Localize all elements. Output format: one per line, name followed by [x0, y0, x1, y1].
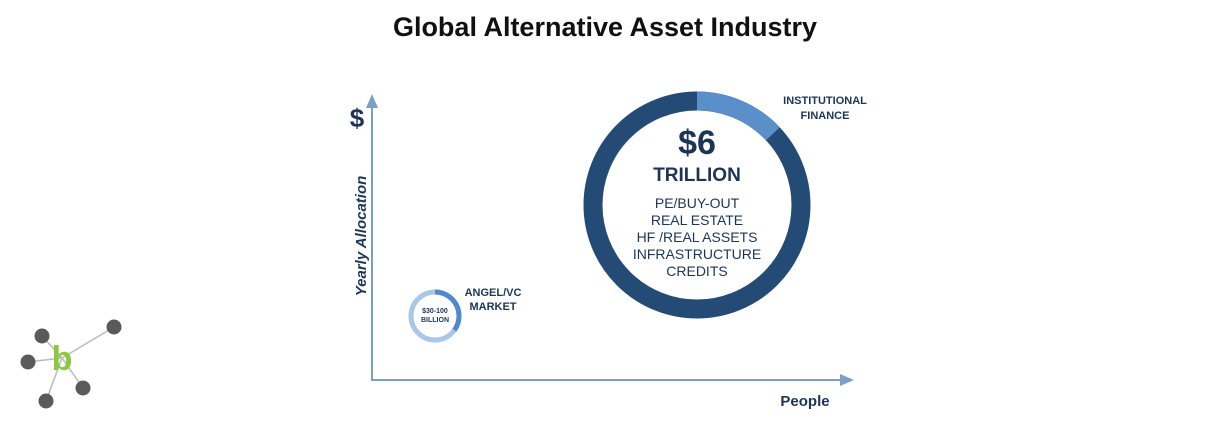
y-axis-label: Yearly Allocation	[353, 176, 370, 297]
asset-class-item: PE/BUY-OUT	[654, 195, 740, 211]
asset-class-item: REAL ESTATE	[650, 212, 744, 228]
y-axis-symbol: $	[350, 103, 365, 133]
asset-class-item: HF /REAL ASSETS	[636, 229, 758, 245]
small-bubble-value: $30-100 BILLION	[421, 308, 449, 324]
institutional-finance-segment	[583, 91, 811, 319]
small-bubble-highlight	[408, 289, 462, 343]
large-bubble-unit: TRILLION	[653, 165, 741, 186]
asset-class-item: INFRASTRUCTURE	[632, 246, 762, 262]
institutional-finance-label: INSTITUTIONAL FINANCE	[783, 95, 867, 122]
x-axis-label: People	[780, 393, 829, 410]
network-b-logo: b	[20, 319, 122, 409]
angel-vc-market-label: ANGEL/VC MARKET	[464, 287, 522, 313]
large-bubble-items: PE/BUY-OUT REAL ESTATE HF /REAL ASSETS I…	[612, 195, 782, 280]
asset-class-item: CREDITS	[666, 263, 728, 279]
logo-letter: b	[52, 340, 73, 378]
diagram-title: Global Alternative Asset Industry	[392, 12, 818, 42]
large-bubble-amount: $6	[678, 124, 716, 162]
